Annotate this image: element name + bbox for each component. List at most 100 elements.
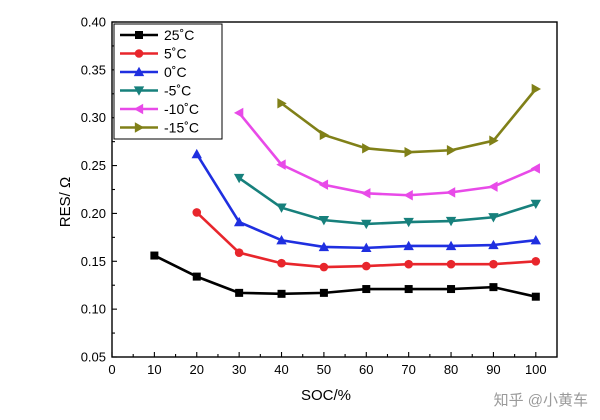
data-point xyxy=(531,292,540,301)
series-line xyxy=(195,153,536,250)
y-tick-label: 0.15 xyxy=(81,254,106,269)
data-point xyxy=(445,187,456,198)
data-point xyxy=(233,173,245,184)
y-tick-label: 0.30 xyxy=(81,110,106,125)
series-line xyxy=(238,176,537,226)
legend-marker xyxy=(134,122,145,133)
series-line xyxy=(280,88,537,154)
data-point xyxy=(277,289,286,298)
series-2 xyxy=(191,148,542,253)
data-point xyxy=(531,83,542,95)
series-5 xyxy=(277,83,542,158)
data-point xyxy=(530,235,542,245)
legend-label: 25˚C xyxy=(164,27,194,43)
data-point xyxy=(446,259,456,269)
y-tick-label: 0.20 xyxy=(81,206,106,221)
x-tick-label: 20 xyxy=(190,362,204,377)
data-point xyxy=(233,216,245,227)
x-tick-label: 80 xyxy=(444,362,458,377)
legend-item: 5˚C xyxy=(120,46,187,62)
data-point xyxy=(530,199,542,210)
data-point xyxy=(403,190,413,201)
data-point xyxy=(319,288,328,297)
y-tick-label: 0.10 xyxy=(81,302,106,317)
data-point xyxy=(361,242,372,253)
data-point xyxy=(531,256,541,266)
y-tick-label: 0.40 xyxy=(81,15,106,30)
data-point xyxy=(488,239,499,250)
data-point xyxy=(488,213,499,223)
legend-item: -10˚C xyxy=(120,101,199,117)
data-point xyxy=(318,215,330,226)
data-point xyxy=(318,241,330,252)
x-tick-label: 70 xyxy=(401,362,415,377)
data-point xyxy=(530,163,540,174)
data-point xyxy=(445,240,457,251)
ticks: 0 10 20 30 40 50 60 70 80 90 100 0.05 0.10 0.15 0.20 0.… xyxy=(81,15,547,378)
series-4 xyxy=(233,107,540,201)
data-point xyxy=(489,135,499,146)
legend-label: -15˚C xyxy=(164,120,199,136)
legend-label: 5˚C xyxy=(164,46,187,62)
legend: 25˚C 5˚C 0˚C -5˚C -10˚C -15˚C xyxy=(113,23,223,140)
x-tick-label: 30 xyxy=(232,362,246,377)
y-tick-label: 0.25 xyxy=(81,158,106,173)
data-point xyxy=(404,259,413,269)
data-point xyxy=(361,261,371,271)
legend-item: -15˚C xyxy=(120,120,199,136)
data-point xyxy=(362,285,371,294)
legend-marker xyxy=(135,31,143,39)
x-tick-label: 50 xyxy=(317,362,331,377)
data-point xyxy=(233,107,244,119)
data-point xyxy=(150,251,159,260)
series-layer xyxy=(150,83,542,301)
x-tick-label: 90 xyxy=(486,362,500,377)
data-point xyxy=(447,285,456,294)
data-point xyxy=(191,148,202,159)
data-point xyxy=(192,272,201,281)
series-0 xyxy=(150,251,540,301)
watermark-text: 知乎 @小黄车 xyxy=(494,392,588,409)
legend-item: -5˚C xyxy=(120,83,191,99)
data-point xyxy=(488,181,498,192)
legend-marker xyxy=(133,66,145,77)
series-line xyxy=(238,112,537,197)
series-line xyxy=(153,254,537,298)
x-axis-title: SOC/% xyxy=(301,387,351,404)
series-1 xyxy=(192,208,541,272)
data-point xyxy=(234,248,244,257)
data-point xyxy=(276,235,287,245)
y-axis-title: RES/ Ω xyxy=(57,177,74,227)
y-tick-label: 0.05 xyxy=(81,350,106,365)
data-point xyxy=(489,283,498,292)
data-point xyxy=(446,145,457,156)
legend-item: 0˚C xyxy=(120,64,187,80)
data-point xyxy=(362,143,372,154)
data-point xyxy=(319,129,330,141)
data-point xyxy=(235,288,244,297)
x-tick-label: 10 xyxy=(147,362,161,377)
data-point xyxy=(277,258,286,268)
legend-item: 25˚C xyxy=(120,27,194,43)
legend-label: 0˚C xyxy=(164,64,187,80)
data-point xyxy=(276,159,286,170)
legend-box xyxy=(113,23,223,140)
series-3 xyxy=(233,173,542,230)
data-point xyxy=(445,216,457,227)
x-tick-label: 60 xyxy=(359,362,373,377)
data-point xyxy=(361,188,371,199)
data-point xyxy=(404,146,414,158)
x-tick-label: 40 xyxy=(274,362,288,377)
data-point xyxy=(403,217,414,228)
data-point xyxy=(319,262,329,272)
data-point xyxy=(276,203,287,213)
data-point xyxy=(404,285,413,294)
y-tick-label: 0.35 xyxy=(81,62,106,77)
legend-label: -10˚C xyxy=(164,101,199,117)
legend-marker xyxy=(133,86,145,96)
x-tick-label: 100 xyxy=(525,362,547,377)
legend-marker xyxy=(134,49,144,58)
data-point xyxy=(192,208,202,217)
